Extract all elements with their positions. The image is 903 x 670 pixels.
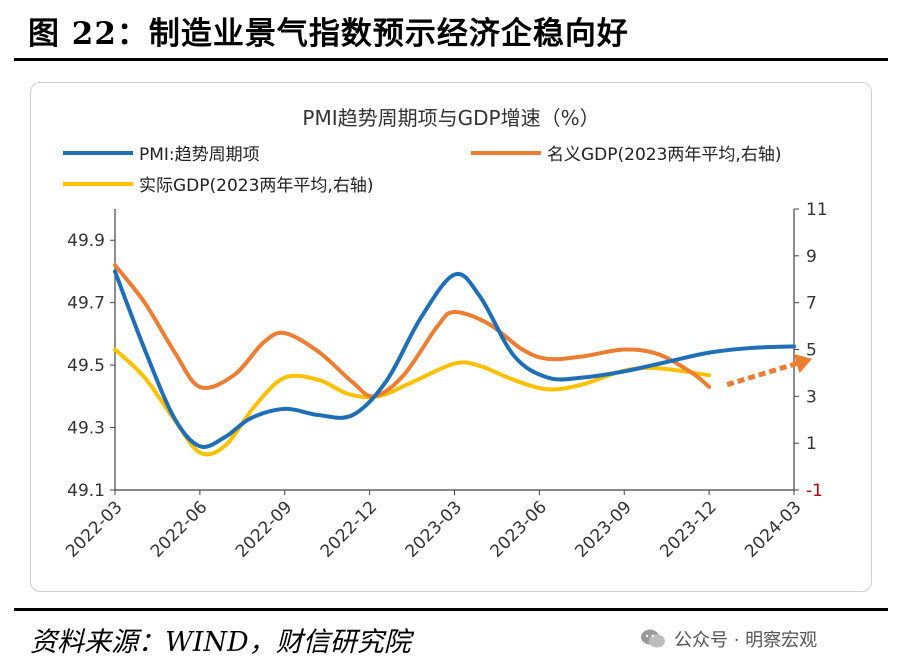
watermark: 公众号 · 明察宏观 [640,626,817,652]
right-tick-label: 1 [806,434,817,454]
x-tick-label: 2022-03 [62,497,126,561]
chart-svg: PMI趋势周期项与GDP增速（%） PMI:趋势周期项 名义GDP(2023两年… [62,106,827,562]
left-tick-label: 49.1 [67,481,105,501]
legend: PMI:趋势周期项 名义GDP(2023两年平均,右轴) 实际GDP(2023两… [63,145,781,196]
right-tick-label: 9 [806,247,817,267]
legend-label-pmi: PMI:趋势周期项 [139,145,260,165]
x-tick-label: 2023-12 [656,497,720,561]
x-tick-label: 2024-03 [741,497,805,561]
x-tick-label: 2023-09 [571,497,635,561]
series-line-nominal-gdp [113,263,712,399]
x-tick-label: 2022-12 [317,497,381,561]
left-tick-label: 49.3 [67,419,105,439]
right-tick-label: 11 [806,200,828,220]
forecast-arrow-head [793,353,812,374]
series-layer [113,263,796,457]
legend-label-real-gdp: 实际GDP(2023两年平均,右轴) [139,176,373,196]
right-tick-label: 3 [806,387,817,407]
x-tick-label: 2023-03 [402,497,466,561]
forecast-arrow-shaft [726,359,802,388]
right-tick-label: 5 [806,341,817,361]
right-tick-label: -1 [806,481,823,501]
wechat-icon [641,629,665,648]
left-tick-label: 49.7 [67,294,105,314]
right-tick-label: 7 [806,294,817,314]
x-tick-label: 2023-06 [487,497,551,561]
top-rule [14,58,888,61]
bottom-rule [14,608,888,611]
source-note: 资料来源：WIND，财信研究院 [30,627,411,658]
left-tick-label: 49.5 [67,356,105,376]
forecast-arrow-layer [726,353,812,388]
x-tick-label: 2022-09 [232,497,296,561]
figure-title: 图 22：制造业景气指数预示经济企稳向好 [28,16,629,52]
chart-frame: PMI趋势周期项与GDP增速（%） PMI:趋势周期项 名义GDP(2023两年… [30,82,872,592]
axes: 49.9 49.7 49.5 49.3 49.1 11 9 7 5 3 1 -1 2022-03 2022… [62,200,827,562]
left-tick-label: 49.9 [67,231,105,251]
watermark-text: 公众号 · 明察宏观 [674,630,818,651]
chart-title: PMI趋势周期项与GDP增速（%） [302,106,599,130]
x-tick-label: 2022-06 [147,497,211,561]
series-line-pmi [113,269,796,449]
legend-label-nominal-gdp: 名义GDP(2023两年平均,右轴) [547,145,781,165]
